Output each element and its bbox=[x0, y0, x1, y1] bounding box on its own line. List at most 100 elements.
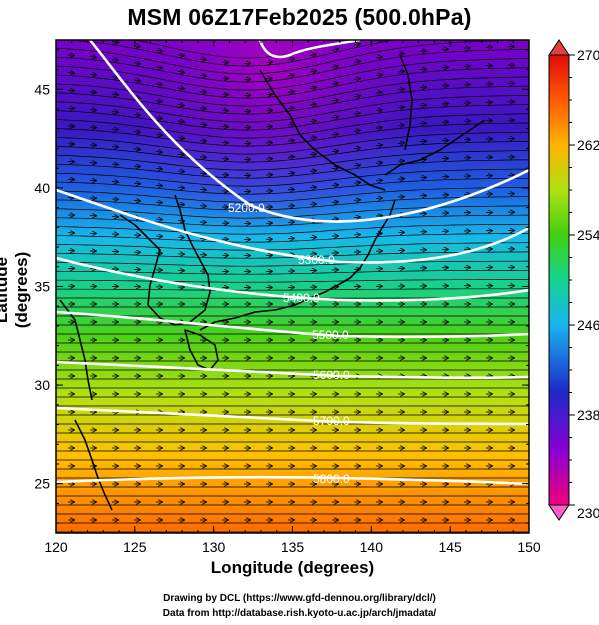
kyushu-coastline bbox=[184, 329, 219, 371]
wind-arrow bbox=[353, 96, 360, 97]
wind-arrow bbox=[177, 71, 184, 72]
wind-arrow bbox=[111, 112, 118, 113]
wind-arrow bbox=[375, 163, 382, 164]
wind-arrow bbox=[419, 69, 426, 70]
streamline bbox=[56, 187, 529, 203]
streamline bbox=[56, 150, 529, 171]
wind-arrow bbox=[287, 140, 294, 141]
wind-arrow bbox=[155, 135, 162, 136]
wind-arrow bbox=[420, 33, 426, 34]
wind-arrow bbox=[353, 182, 360, 183]
y-ticks bbox=[56, 49, 529, 524]
wind-arrow bbox=[397, 53, 404, 54]
y-tick-label: 30 bbox=[34, 377, 50, 393]
contour-5800 bbox=[56, 475, 529, 486]
contour-5500 bbox=[56, 310, 529, 339]
wind-arrow bbox=[155, 202, 162, 203]
wind-arrow bbox=[177, 187, 184, 188]
wind-arrow bbox=[133, 132, 140, 133]
colorbar-tick-label: 262 bbox=[577, 137, 599, 153]
streamlines bbox=[56, 40, 529, 533]
streamline bbox=[56, 260, 529, 267]
wind-arrow bbox=[133, 149, 140, 150]
streamline bbox=[56, 58, 529, 91]
wind-arrow bbox=[419, 87, 426, 88]
streamline bbox=[56, 288, 529, 291]
wind-arrow bbox=[155, 84, 162, 85]
colorbar: 270 262 254 246 238 230 bbox=[548, 39, 599, 521]
wind-arrow bbox=[177, 104, 184, 105]
wind-arrow bbox=[353, 148, 360, 149]
wind-arrow bbox=[89, 74, 96, 75]
streamline bbox=[56, 40, 529, 75]
wind-arrow bbox=[375, 92, 382, 93]
streamline bbox=[56, 242, 529, 251]
wind-arrow bbox=[375, 127, 382, 128]
wind-arrow bbox=[155, 118, 162, 119]
colorbar-tick-label: 246 bbox=[577, 317, 599, 333]
streamline bbox=[56, 49, 529, 83]
streamline bbox=[56, 168, 529, 187]
wind-arrow bbox=[177, 154, 184, 155]
wind-arrow bbox=[155, 168, 162, 169]
wind-arrow bbox=[199, 157, 206, 158]
colorbar-body bbox=[548, 54, 570, 506]
wind-arrow bbox=[155, 50, 162, 51]
wind-arrow bbox=[177, 171, 184, 172]
wind-arrow bbox=[331, 49, 338, 50]
colorbar-tick-labels: 270 262 254 246 238 230 bbox=[577, 47, 599, 521]
wind-arrow bbox=[155, 151, 162, 152]
wind-arrow bbox=[397, 143, 404, 144]
wind-arrow bbox=[199, 75, 206, 76]
wind-arrow bbox=[309, 204, 316, 205]
x-tick-label: 130 bbox=[202, 539, 226, 555]
wind-arrow bbox=[199, 124, 206, 125]
wind-arrow bbox=[155, 101, 162, 102]
wind-arrow bbox=[397, 89, 404, 90]
wind-arrow bbox=[375, 145, 382, 146]
x-ticks bbox=[55, 40, 530, 533]
wind-arrow bbox=[353, 44, 360, 45]
wind-arrow bbox=[353, 165, 360, 166]
credit-line-drawing: Drawing by DCL (https://www.gfd-dennou.o… bbox=[163, 593, 436, 604]
x-tick-label: 120 bbox=[44, 539, 68, 555]
wind-arrow bbox=[353, 130, 360, 131]
contour-5100 bbox=[258, 40, 361, 59]
wind-arrow bbox=[331, 151, 338, 152]
credit-line-data: Data from http://database.rish.kyoto-u.a… bbox=[162, 608, 437, 619]
streamline bbox=[56, 177, 529, 195]
wind-arrow bbox=[177, 55, 184, 56]
wind-arrow bbox=[419, 51, 426, 52]
streamline bbox=[62, 40, 397, 67]
wind-arrow bbox=[375, 57, 382, 58]
wind-arrow bbox=[221, 78, 228, 79]
wind-arrow bbox=[353, 113, 360, 114]
streamline bbox=[56, 67, 529, 99]
contour-label-5300: 5300.0 bbox=[298, 253, 335, 267]
y-tick-labels: 25 30 35 40 45 bbox=[34, 81, 50, 491]
wind-arrow bbox=[287, 124, 294, 125]
colorbar-tick-label: 254 bbox=[577, 227, 599, 243]
wind-arrow bbox=[353, 200, 360, 201]
wind-arrow bbox=[309, 121, 316, 122]
wind-arrow bbox=[397, 107, 404, 108]
colorbar-top-arrow bbox=[548, 39, 570, 56]
wind-arrow bbox=[353, 78, 360, 79]
wind-arrow bbox=[111, 94, 118, 95]
wind-arrow bbox=[111, 59, 118, 60]
page-title: MSM 06Z17Feb2025 (500.0hPa) bbox=[127, 4, 472, 30]
contour-label-5800: 5800.0 bbox=[313, 472, 350, 486]
colorbar-tick-label: 238 bbox=[577, 407, 599, 423]
wind-arrow bbox=[111, 147, 118, 148]
wind-arrow bbox=[287, 59, 294, 60]
wind-arrow bbox=[309, 154, 316, 155]
wind-arrow bbox=[375, 110, 382, 111]
x-tick-label: 140 bbox=[360, 539, 384, 555]
y-tick-label: 25 bbox=[34, 476, 50, 492]
wind-arrow bbox=[133, 166, 140, 167]
wind-arrow bbox=[265, 62, 272, 63]
ryukyu-islands bbox=[74, 419, 113, 511]
wind-arrow bbox=[89, 92, 96, 93]
streamline bbox=[56, 76, 529, 107]
colorbar-tick-label: 270 bbox=[577, 47, 599, 63]
